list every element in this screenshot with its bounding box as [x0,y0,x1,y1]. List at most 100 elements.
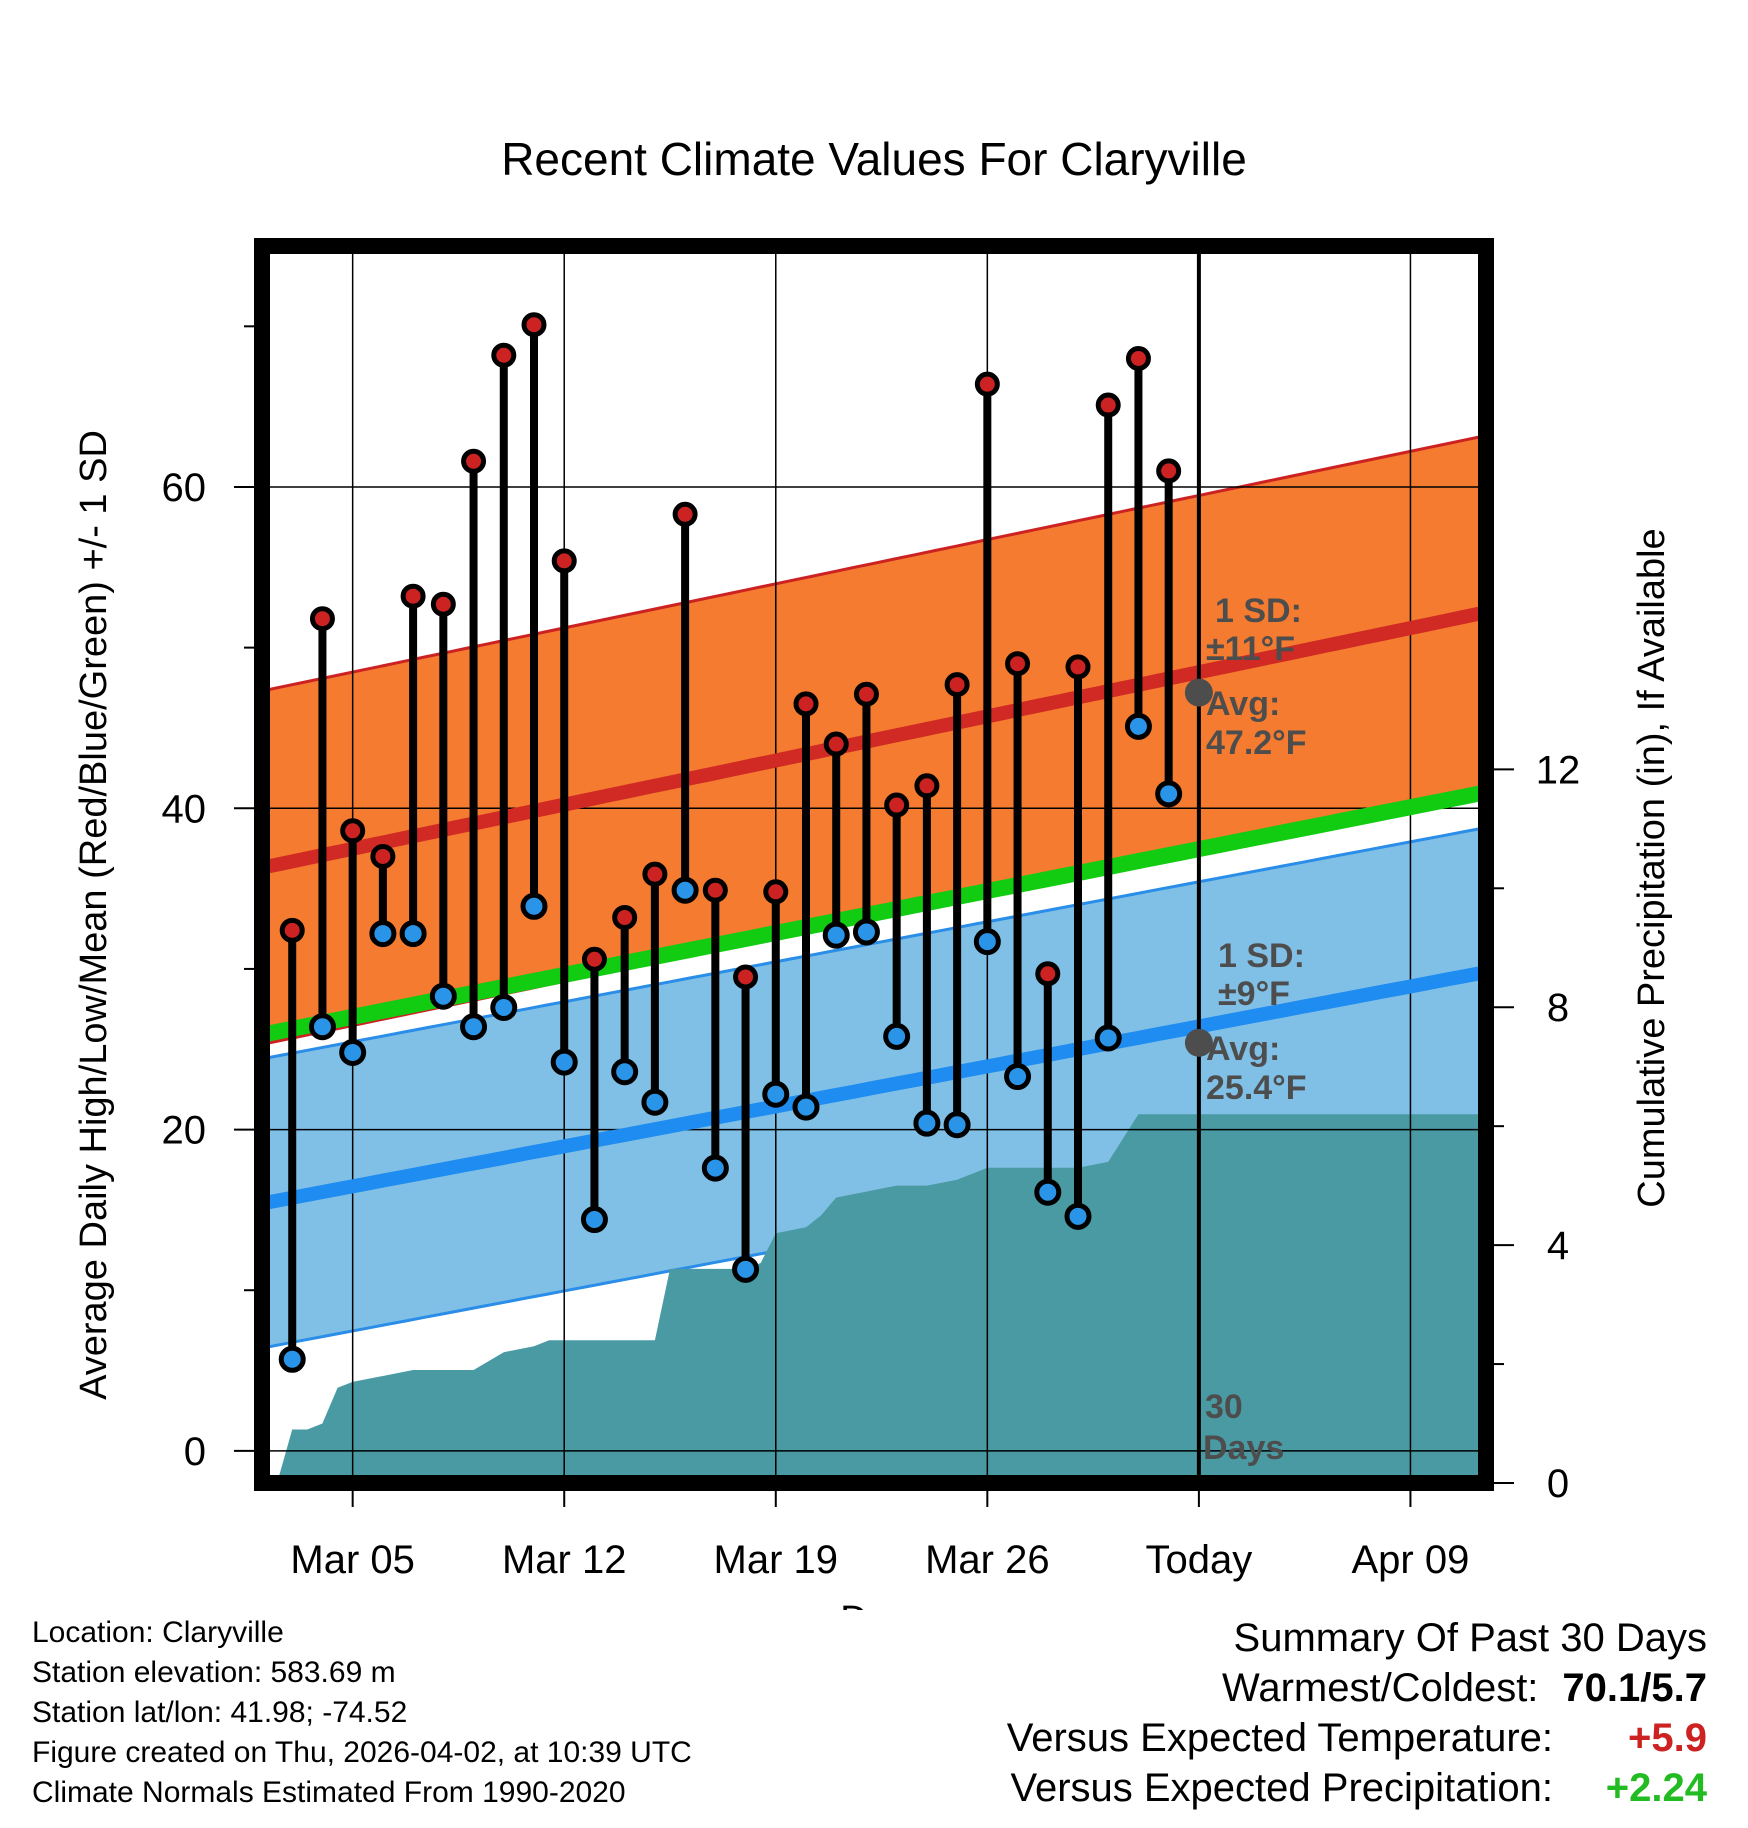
daily-high-dot [1005,651,1031,677]
plot-frame [254,238,1494,1491]
daily-low-dot [490,993,518,1021]
low-sd-label: 1 SD: [1218,937,1305,975]
today-low-avg-marker [1184,1028,1213,1057]
summary-precip-row: Versus Expected Precipitation: +2.24 [1007,1763,1707,1813]
x-tick-label: Mar 19 [714,1538,839,1582]
summary-warm-cold-row: Warmest/Coldest: 70.1/5.7 [1007,1663,1707,1713]
normal-low-line [260,965,1488,1211]
daily-low-dot [580,1206,608,1234]
daily-high-dot [702,877,728,903]
climate-chart: Recent Climate Values For Claryville Mar… [73,133,1673,1610]
daily-low-dot [943,1111,971,1139]
daily-low-dot [822,921,850,949]
y-left-tick-label: 20 [162,1109,207,1153]
summary-temp-row: Versus Expected Temperature: +5.9 [1007,1713,1707,1763]
info-normals: Climate Normals Estimated From 1990-2020 [32,1776,626,1809]
daily-high-dot [974,371,1000,397]
grid-lines [262,246,1486,1483]
info-location: Location: Claryville [32,1616,284,1649]
daily-high-dot [733,964,759,990]
daily-high-dot [340,818,366,844]
daily-high-dot [1095,392,1121,418]
daily-high-dot [279,917,305,943]
daily-high-dot [1125,345,1151,371]
axis-ticks: Mar 05 Mar 12 Mar 19 Mar 26 Today Apr 0902040… [162,325,1581,1582]
daily-low-dot [671,876,699,904]
summary-temp-label: Versus Expected Temperature: [1006,1716,1553,1760]
daily-high-dot [1156,458,1182,484]
summary-temp-value: +5.9 [1628,1716,1707,1760]
daily-high-dot [853,681,879,707]
y-right-tick-label: 8 [1547,986,1569,1030]
daily-low-dot [883,1022,911,1050]
y-right-tick-label: 4 [1547,1224,1569,1268]
daily-low-dot [460,1013,488,1041]
high-sd-label: 1 SD: [1215,592,1302,630]
daily-low-dot [762,1080,790,1108]
daily-high-dot [612,905,638,931]
chart-title: Recent Climate Values For Claryville [501,133,1247,185]
daily-dots [278,312,1213,1373]
daily-low-dot [399,920,427,948]
daily-low-dot [852,918,880,946]
daily-high-dot [763,879,789,905]
high-sd-value: ±11°F [1206,630,1295,668]
daily-high-dot [491,342,517,368]
daily-high-dot [521,312,547,338]
daily-high-dot [581,946,607,972]
daily-low-dot [308,1013,336,1041]
station-info: Location: Claryville Station elevation: … [32,1613,692,1813]
y-left-tick-label: 40 [162,787,207,831]
normal-lines [260,605,1488,1211]
low-avg-value: 25.4°F [1206,1069,1307,1107]
low-sd-value: ±9°F [1218,975,1290,1013]
low-avg-label: Avg: [1206,1030,1280,1068]
x-tick-label: Mar 05 [290,1538,415,1582]
daily-low-dot [1124,712,1152,740]
daily-low-dot [641,1088,669,1116]
daily-high-dot [370,843,396,869]
daily-high-dot [914,773,940,799]
high-avg-label: Avg: [1206,685,1280,723]
y-right-tick-label: 12 [1536,748,1581,792]
x-tick-label: Mar 26 [925,1538,1050,1582]
daily-high-dot [793,691,819,717]
y-axis-label-left: Average Daily High/Low/Mean (Red/Blue/Gr… [73,430,115,1400]
daily-high-dot [430,591,456,617]
daily-low-dot [1034,1178,1062,1206]
x-axis-label: Day [840,1599,908,1610]
summary-title: Summary Of Past 30 Days [1233,1616,1707,1660]
today-high-avg-marker [1184,678,1213,707]
daily-low-dot [913,1109,941,1137]
summary-precip-label: Versus Expected Precipitation: [1010,1766,1553,1810]
daily-high-dot [400,583,426,609]
daily-low-dot [611,1058,639,1086]
info-created: Figure created on Thu, 2026-04-02, at 10… [32,1736,692,1769]
daily-low-dot [973,928,1001,956]
daily-range-bars [288,324,1173,1360]
daily-low-dot [369,920,397,948]
y-right-tick-label: 0 [1547,1462,1569,1506]
daily-high-dot [884,792,910,818]
summary-warm-cold-value: 70.1/5.7 [1562,1666,1707,1710]
plot-border [254,238,1494,1491]
high-avg-value: 47.2°F [1206,724,1307,762]
daily-low-dot [701,1154,729,1182]
daily-low-dot [339,1038,367,1066]
normal-mean-line [260,784,1488,1043]
days-count: 30 [1205,1388,1243,1426]
high-sd-upper-edge [261,434,1487,693]
days-word: Days [1203,1429,1284,1467]
daily-high-dot [823,731,849,757]
daily-high-dot [309,606,335,632]
daily-high-dot [551,548,577,574]
precipitation-area [277,1114,1487,1483]
daily-low-dot [1155,780,1183,808]
y-left-tick-label: 60 [162,466,207,510]
y-left-tick-label: 0 [184,1430,206,1474]
daily-high-dot [672,501,698,527]
daily-low-dot [550,1048,578,1076]
precipitation-fill [277,1114,1487,1483]
daily-low-dot [792,1093,820,1121]
